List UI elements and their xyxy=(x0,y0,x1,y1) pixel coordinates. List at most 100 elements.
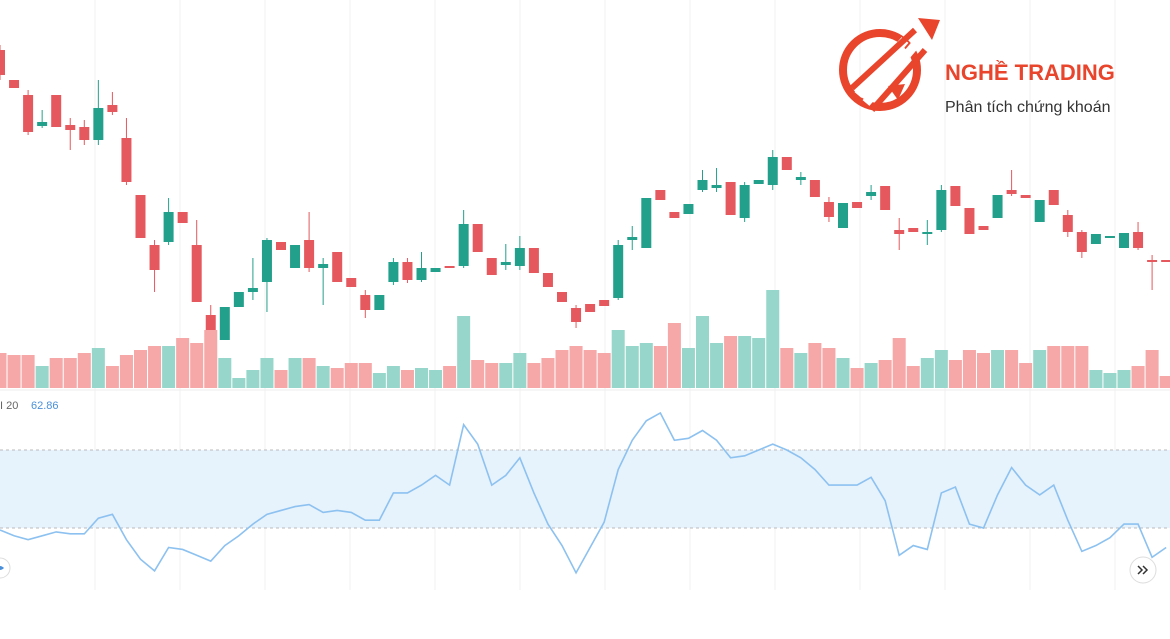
volume-bar xyxy=(527,363,541,388)
candle-body xyxy=(992,195,1003,218)
candle-body xyxy=(444,266,455,268)
volume-bar xyxy=(274,370,288,388)
candle-body xyxy=(655,190,666,200)
volume-bar xyxy=(681,348,695,388)
candle-body xyxy=(781,157,792,170)
volume-bar xyxy=(1033,350,1047,388)
volume-bar xyxy=(344,363,358,388)
volume-bar xyxy=(148,346,162,388)
volume-bar xyxy=(752,338,766,388)
volume-bar xyxy=(513,353,527,388)
candle-body xyxy=(374,295,385,310)
candle-body xyxy=(9,80,20,88)
volume-bar xyxy=(260,358,274,388)
volume-bar xyxy=(499,363,513,388)
candle-body xyxy=(725,182,736,215)
candle-body xyxy=(1048,190,1059,205)
volume-bar xyxy=(330,368,344,388)
candle-body xyxy=(1104,236,1115,238)
candle-body xyxy=(627,237,638,240)
volume-bar xyxy=(738,336,752,388)
volume-bar xyxy=(429,370,443,388)
volume-bar xyxy=(696,316,709,388)
plot xyxy=(0,45,1170,575)
volume-bar xyxy=(302,358,316,388)
volume-bar xyxy=(1131,366,1145,388)
volume-bar xyxy=(766,290,780,388)
volume-bar xyxy=(471,360,485,388)
candle-body xyxy=(936,190,947,230)
candle-body xyxy=(978,226,989,230)
candle-body xyxy=(514,248,525,266)
candle-body xyxy=(1034,200,1045,222)
volume-bar xyxy=(977,353,990,388)
volume-bar xyxy=(611,330,625,388)
volume-bar xyxy=(906,366,920,388)
candle-body xyxy=(430,268,441,272)
volume-bar xyxy=(0,353,7,388)
volume-bar xyxy=(246,370,260,388)
volume-bar xyxy=(1103,373,1117,388)
candle-body xyxy=(290,245,301,268)
volume-bar xyxy=(49,358,63,388)
candle-body xyxy=(1147,260,1158,262)
volume-bar xyxy=(822,348,836,388)
volume-bar xyxy=(794,353,808,388)
candle-body xyxy=(486,258,497,275)
candle-body xyxy=(571,308,582,322)
volume-bar xyxy=(808,343,822,388)
eye-button[interactable] xyxy=(0,557,11,579)
candle-body xyxy=(599,300,610,306)
volume-bar xyxy=(91,348,105,388)
logo-subtitle: Phân tích chứng khoán xyxy=(945,99,1111,116)
volume-bar xyxy=(119,355,133,388)
volume-bar xyxy=(1075,346,1089,388)
rsi-band xyxy=(0,450,1170,528)
volume-bar xyxy=(597,353,611,388)
volume-bar xyxy=(1145,350,1159,388)
candle-body xyxy=(1020,195,1031,198)
candle-body xyxy=(107,105,118,112)
candle-body xyxy=(711,185,722,188)
candle-body xyxy=(304,240,315,268)
candle-body xyxy=(908,228,919,232)
candle-body xyxy=(1076,232,1087,252)
candle-body xyxy=(346,278,357,287)
candle-body xyxy=(838,203,848,228)
volume-bar xyxy=(218,358,232,388)
candle-body xyxy=(276,242,286,250)
volume-bar xyxy=(653,346,667,388)
volume-bar xyxy=(190,343,204,388)
volume-bar xyxy=(724,336,738,388)
volume-bar xyxy=(162,346,176,388)
volume-bar xyxy=(541,358,555,388)
candle-body xyxy=(149,245,160,270)
rsi-line xyxy=(0,411,1167,575)
volume-bar xyxy=(1089,370,1103,388)
candle-body xyxy=(191,245,202,302)
scroll-button[interactable] xyxy=(1129,556,1157,584)
candle-body xyxy=(332,252,343,282)
volume-bar xyxy=(948,360,962,388)
candle-body xyxy=(1161,260,1170,262)
volume-bar xyxy=(358,363,372,388)
candle-body xyxy=(683,204,694,214)
volume-bar xyxy=(7,355,21,388)
volume-bar xyxy=(625,346,639,388)
volume-bar xyxy=(134,350,147,388)
volume-bar xyxy=(77,353,91,388)
candle-body xyxy=(894,230,905,234)
volume-bar xyxy=(878,360,892,388)
candle-body xyxy=(669,212,680,218)
candle-body xyxy=(51,95,62,127)
candle-body xyxy=(500,262,511,265)
volume-bar xyxy=(232,378,246,388)
volume-bar xyxy=(415,368,428,388)
candle-body xyxy=(79,127,90,140)
volume-bar xyxy=(667,323,681,388)
logo-title: NGHỀ TRADING xyxy=(945,60,1115,85)
candle-body xyxy=(753,180,764,184)
volume-bar xyxy=(1047,346,1061,388)
candle-body xyxy=(542,273,553,287)
